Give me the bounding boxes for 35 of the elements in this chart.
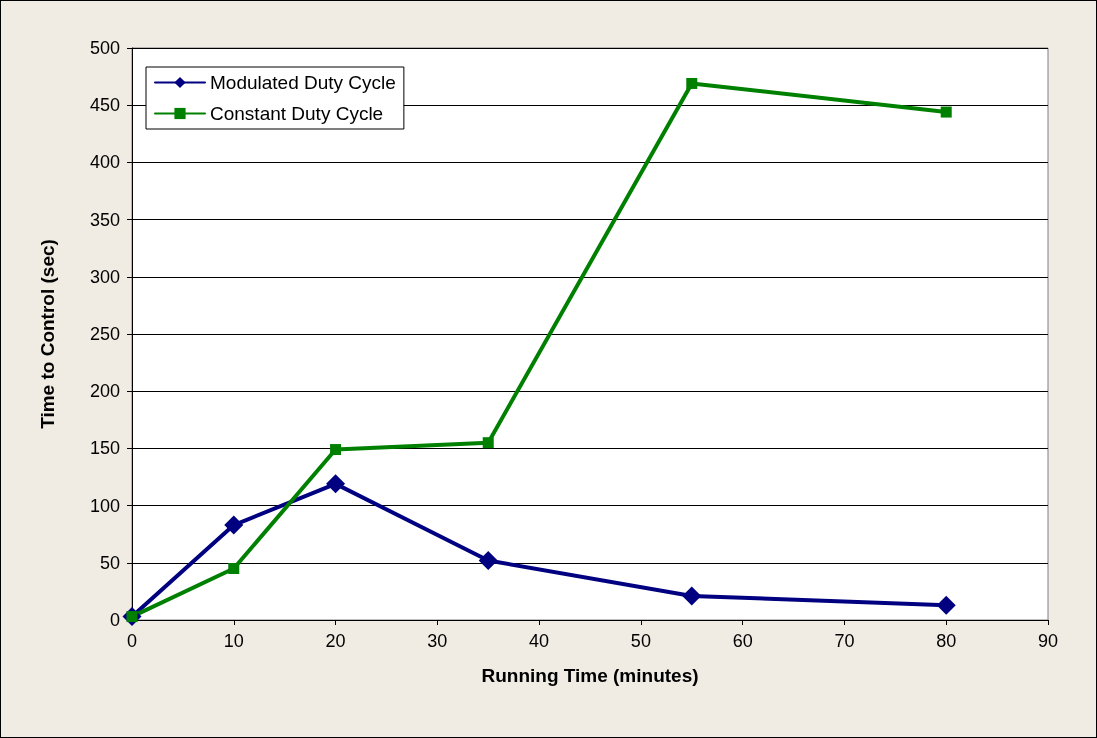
y-tick-label: 150 [89, 438, 120, 459]
y-tick-label: 350 [89, 209, 120, 230]
point [224, 515, 244, 535]
point [330, 444, 342, 456]
y-axis-title: Time to Control (sec) [37, 239, 58, 429]
x-tick-label: 90 [1037, 631, 1059, 651]
legend-label: Modulated Duty Cycle [210, 72, 396, 93]
y-tick-label: 0 [109, 610, 120, 630]
x-tick-label: 30 [427, 631, 448, 651]
x-tick-label: 0 [126, 631, 138, 651]
point [478, 551, 498, 571]
point [686, 77, 698, 89]
point [228, 563, 240, 575]
x-tick-label: 50 [630, 631, 651, 651]
y-tick-label: 400 [89, 152, 120, 173]
x-tick-label: 10 [223, 631, 244, 651]
x-tick-label: 20 [325, 631, 346, 651]
y-tick-label: 450 [89, 95, 120, 116]
x-tick-label: 60 [732, 631, 753, 651]
point [326, 474, 346, 494]
x-tick-label: 70 [834, 631, 855, 651]
y-tick-label: 50 [99, 552, 120, 573]
y-tick-label: 100 [89, 495, 120, 516]
x-axis-title: Running Time (minutes) [481, 665, 699, 686]
x-tick-label: 40 [529, 631, 550, 651]
y-tick-label: 200 [89, 381, 120, 402]
point [682, 586, 702, 606]
y-tick-label: 500 [89, 38, 120, 58]
y-tick-label: 250 [89, 324, 120, 344]
point [482, 437, 494, 449]
legend-label: Constant Duty Cycle [210, 103, 384, 124]
y-tick-label: 300 [89, 266, 120, 287]
point [936, 595, 956, 615]
point [940, 106, 952, 118]
x-tick-label: 80 [936, 631, 957, 651]
